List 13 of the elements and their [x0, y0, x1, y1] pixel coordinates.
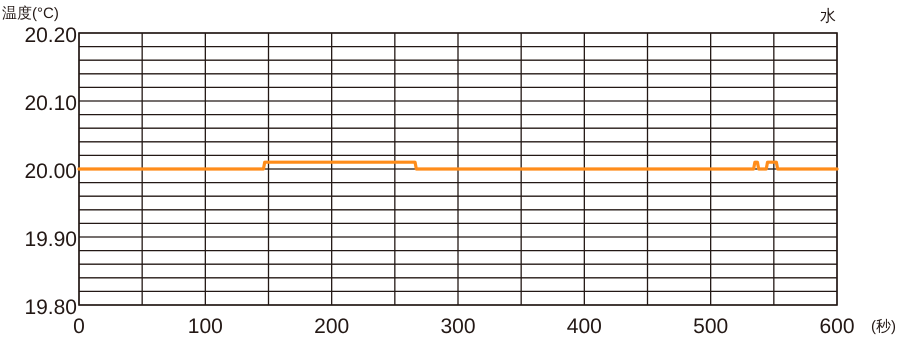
x-tick-label: 400: [566, 315, 602, 338]
y-tick-label: 19.90: [24, 228, 77, 251]
x-tick-label: 600: [819, 315, 855, 338]
y-axis-title: 温度(°C): [2, 5, 59, 22]
x-tick-label: 200: [314, 315, 350, 338]
y-tick-label: 20.10: [24, 92, 77, 115]
y-tick-label: 20.20: [24, 24, 77, 47]
x-tick-label: 100: [188, 315, 223, 338]
chart-title: 水: [820, 7, 836, 25]
y-tick-label: 20.00: [24, 160, 77, 183]
x-tick-label: 500: [693, 315, 728, 338]
x-tick-label: 300: [440, 315, 476, 338]
x-axis-title: (秒): [871, 318, 896, 335]
